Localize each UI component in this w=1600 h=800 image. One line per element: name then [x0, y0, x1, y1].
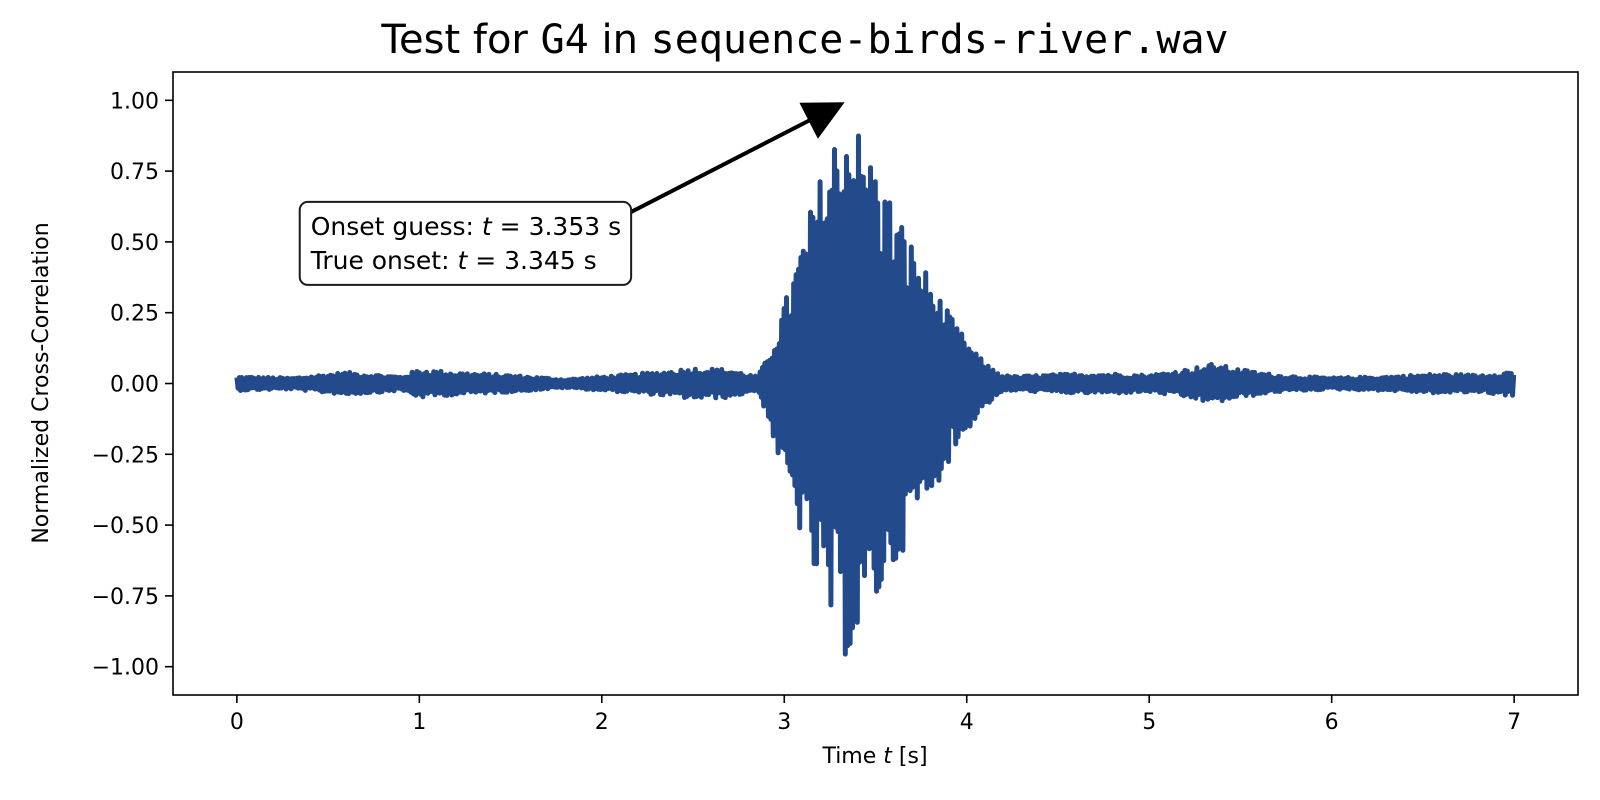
y-tick-label: 0.75	[110, 160, 159, 185]
x-axis-label: Time t [s]	[821, 744, 927, 769]
x-axis-label-var: t	[883, 744, 893, 769]
chart-title: Test for G4 in sequence-birds-river.wav	[380, 17, 1228, 63]
annotation-arrow	[630, 102, 845, 214]
title-file: sequence-birds-river.wav	[651, 17, 1229, 63]
series-line	[234, 133, 1517, 657]
annotation-line-0-prefix: Onset guess:	[311, 212, 482, 241]
annotation-line-1-prefix: True onset:	[310, 246, 458, 275]
x-tick-label: 7	[1507, 710, 1521, 735]
title-note: G4	[541, 17, 589, 63]
y-axis-label: Normalized Cross-Correlation	[29, 222, 54, 543]
annotation-line-true-onset: True onset: t = 3.345 s	[310, 246, 597, 275]
x-tick-label: 0	[230, 710, 244, 735]
x-tick-label: 4	[960, 710, 974, 735]
x-tick-label: 3	[777, 710, 791, 735]
annotation-line-1-var: t	[457, 246, 468, 275]
annotation-box	[298, 200, 633, 286]
annotation-line-onset-guess: Onset guess: t = 3.353 s	[311, 212, 621, 241]
plot-area	[234, 133, 1517, 657]
x-axis-label-prefix: Time	[821, 744, 883, 769]
x-axis-label-suffix: [s]	[892, 744, 928, 769]
annotation: Onset guess: t = 3.353 s True onset: t =…	[298, 102, 845, 286]
annotation-line-1-suffix: = 3.345 s	[467, 246, 596, 275]
x-tick-label: 6	[1325, 710, 1339, 735]
annotation-line-0-var: t	[482, 212, 493, 241]
title-middle: in	[589, 17, 651, 63]
x-axis: 0 1 2 3 4 5 6 7	[230, 695, 1521, 735]
title-prefix: Test for	[380, 17, 540, 63]
y-tick-label: 1.00	[110, 89, 159, 114]
x-tick-label: 2	[595, 710, 609, 735]
y-tick-label: −0.50	[92, 514, 159, 539]
y-tick-label: −1.00	[92, 656, 159, 681]
annotation-line-0-suffix: = 3.353 s	[492, 212, 621, 241]
y-tick-label: −0.25	[92, 443, 159, 468]
y-axis: 1.00 0.75 0.50 0.25 0.00 −0.25 −0.50 −0.75 −1.00	[92, 89, 173, 681]
y-tick-label: 0.00	[110, 373, 159, 398]
y-tick-label: 0.50	[110, 231, 159, 256]
x-tick-label: 1	[412, 710, 426, 735]
y-tick-label: −0.75	[92, 585, 159, 610]
x-tick-label: 5	[1142, 710, 1156, 735]
y-tick-label: 0.25	[110, 302, 159, 327]
